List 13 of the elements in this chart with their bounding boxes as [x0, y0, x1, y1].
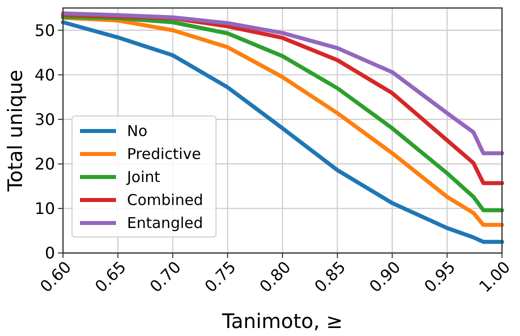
- y-tick-label: 0: [44, 244, 55, 262]
- legend-label: No: [127, 122, 148, 140]
- legend-label: Entangled: [127, 214, 204, 232]
- legend-label: Predictive: [127, 145, 201, 163]
- x-axis-title: Tanimoto, ≥: [221, 309, 343, 333]
- y-tick-label: 10: [34, 198, 55, 218]
- y-tick-label: 30: [34, 110, 55, 129]
- y-tick-label: 20: [34, 154, 55, 174]
- legend-label: Combined: [127, 191, 204, 209]
- y-tick-label: 40: [34, 65, 55, 84]
- y-tick-label: 50: [34, 20, 55, 40]
- y-axis-title: Total unique: [3, 70, 27, 192]
- legend-label: Joint: [126, 168, 160, 186]
